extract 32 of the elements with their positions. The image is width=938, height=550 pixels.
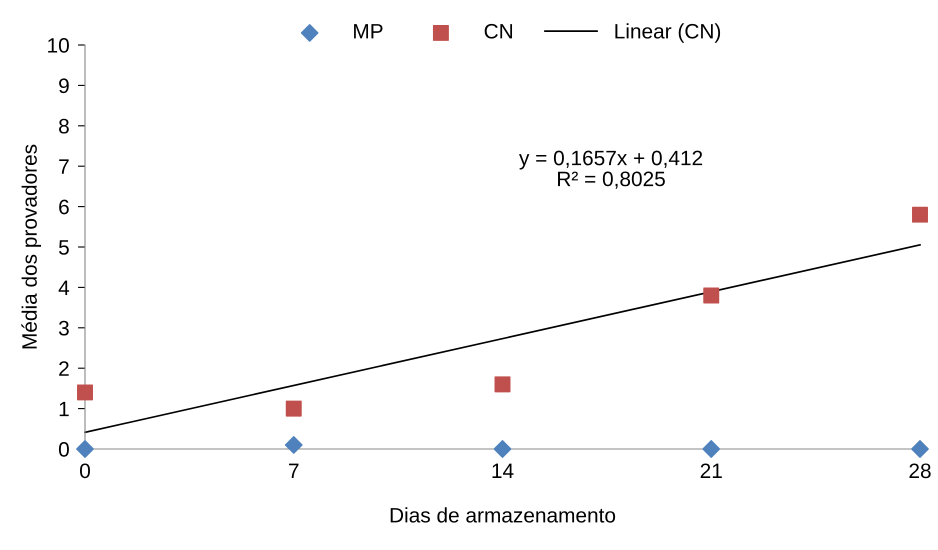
y-tick-label: 3 [58,320,69,336]
point [76,440,94,458]
point [911,440,929,458]
point [494,376,510,392]
point [286,400,302,417]
y-tick-label: 7 [59,159,69,174]
legend-label: Linear (CN) [615,23,720,43]
annotation: y = 0,1657x + 0,412 R² = 0,8025 [519,150,702,189]
y-tick-label: 0 [58,442,69,457]
legend-label: CN [484,24,512,39]
x-tick-label: 0 [80,463,90,478]
y-tick-label: 2 [59,361,69,376]
x-tick-label: 7 [289,464,298,478]
y-tick-label: 5 [58,240,69,255]
x-tick-label: 14 [492,464,514,478]
point [284,436,303,454]
y-axis-title: Média dos provadores [21,144,41,348]
point [912,206,928,223]
y-tick-label: 1 [60,402,69,416]
y-tick-label: 10 [48,38,69,53]
y-tick-label: 9 [59,78,69,94]
point [77,384,93,400]
point [494,440,512,458]
point [702,440,720,458]
legend-label: MP [354,24,383,38]
x-tick-label: 21 [700,463,722,478]
y-tick-label: 4 [58,280,70,295]
y-tick-label: 6 [59,200,69,214]
x-axis-title: Dias de armazenamento [390,507,616,523]
x-tick-label: 28 [909,463,931,478]
y-tick-label: 8 [59,118,69,134]
point [703,288,720,304]
